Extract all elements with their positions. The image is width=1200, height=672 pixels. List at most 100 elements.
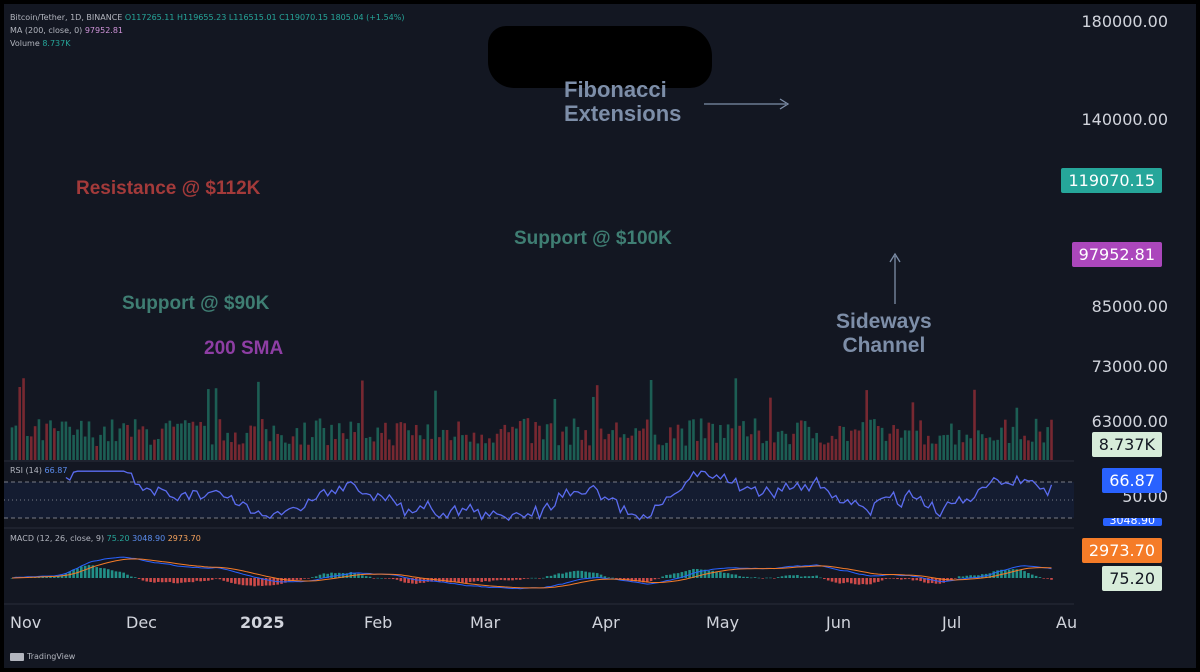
macd-hist-bar [207, 578, 210, 581]
macd-hist-bar [730, 574, 734, 578]
macd-hist-bar [969, 575, 972, 578]
volume-bar [769, 397, 772, 460]
volume-bar [638, 430, 641, 460]
volume-bar [661, 445, 664, 460]
macd-line-value: 3048.90 [132, 534, 166, 543]
volume-bar [719, 425, 722, 460]
macd-hist-bar [738, 576, 741, 578]
volume-bar [815, 432, 818, 460]
volume-bar [838, 425, 842, 460]
macd-hist-bar [649, 578, 653, 581]
macd-hist-bar [226, 578, 229, 582]
volume-bar [56, 430, 60, 460]
macd-hist-bar [357, 573, 360, 578]
fibonacci-title: Fibonacci Extensions [564, 78, 681, 126]
macd-hist-bar [842, 578, 845, 584]
volume-bar [388, 439, 391, 460]
volume-bar [977, 430, 980, 460]
volume-bar [746, 436, 749, 460]
volume-bar [403, 423, 406, 460]
rsi-line [65, 470, 1053, 522]
macd-hist-bar [380, 577, 383, 579]
macd-hist-bar [499, 578, 503, 580]
rsi-badge: 66.87 [1102, 468, 1162, 493]
macd-hist-bar [191, 578, 195, 583]
volume-bar [322, 428, 326, 460]
macd-hist-bar [295, 578, 299, 580]
volume-bar [414, 424, 418, 460]
macd-hist-bar [303, 578, 306, 579]
volume-bar [715, 442, 718, 460]
volume-bar [318, 418, 322, 460]
volume-bar [911, 402, 915, 460]
macd-hist-bar [1015, 569, 1019, 578]
volume-bar [257, 381, 260, 460]
macd-hist-bar [307, 578, 310, 579]
macd-hist-bar [403, 578, 406, 583]
macd-hist-bar [584, 571, 587, 578]
macd-hist-bar [210, 578, 214, 580]
macd-hist-bar [249, 578, 252, 586]
macd-hist-bar [599, 574, 603, 578]
macd-hist-bar [742, 576, 745, 578]
price-chart[interactable] [4, 4, 1196, 668]
volume-bar [915, 430, 919, 460]
chart-frame: Bitcoin/Tether, 1D, BINANCE O117265.11 H… [4, 4, 1196, 668]
volume-bar [164, 423, 168, 460]
volume-bar [676, 424, 680, 460]
price-tick-140000: 140000.00 [1081, 110, 1168, 129]
ma-label: MA (200, close, 0) [10, 26, 83, 35]
volume-bar [472, 432, 476, 460]
volume-bar [622, 434, 626, 460]
macd-hist-bar [176, 578, 179, 584]
volume-bar [133, 419, 137, 460]
last-price-badge: 119070.15 [1061, 168, 1162, 193]
macd-hist-bar [507, 578, 510, 581]
resistance-label: Resistance @ $112K [76, 178, 261, 199]
volume-bar [1011, 426, 1015, 460]
macd-hist-bar [137, 578, 141, 579]
volume-bar [788, 444, 791, 460]
volume-bar [461, 435, 464, 460]
volume-bar [68, 426, 72, 460]
macd-hist-bar [1019, 569, 1022, 578]
volume-bar [14, 425, 18, 460]
rsi-value: 66.87 [44, 466, 68, 475]
macd-hist-bar [799, 576, 803, 578]
volume-bar [214, 388, 218, 460]
macd-hist-bar [792, 575, 795, 578]
macd-hist-bar [769, 577, 772, 579]
macd-hist-bar [476, 578, 480, 581]
macd-hist-bar [326, 573, 329, 578]
macd-hist-bar [734, 574, 738, 578]
macd-hist-bar [588, 572, 591, 578]
macd-hist-bar [572, 571, 576, 578]
volume-bar [980, 434, 984, 460]
volume-bar [337, 423, 341, 460]
volume-bar [1019, 439, 1022, 460]
macd-hist-bar [95, 567, 98, 578]
macd-hist-bar [299, 578, 303, 580]
macd-hist-bar [796, 575, 799, 578]
volume-bar [961, 442, 965, 460]
volume-bar [234, 432, 237, 460]
volume-bar [284, 442, 287, 460]
macd-hist-bar [1030, 574, 1034, 578]
macd-hist-bar [60, 575, 64, 578]
macd-hist-bar [892, 578, 895, 579]
time-tick-jul: Jul [942, 613, 962, 632]
macd-hist-bar [788, 575, 791, 578]
macd-hist-bar [615, 578, 618, 579]
macd-hist-bar [411, 578, 414, 584]
volume-bar [1000, 427, 1003, 460]
macd-hist-bar [642, 578, 645, 583]
volume-bar [903, 430, 907, 460]
volume-bar [634, 428, 637, 460]
volume-bar [799, 420, 803, 460]
macd-hist-bar [592, 572, 595, 578]
volume-bar [568, 444, 572, 460]
macd-hist-bar [923, 578, 926, 583]
volume-bar [422, 439, 426, 460]
volume-bar [457, 421, 460, 460]
volume-bar [434, 390, 437, 460]
